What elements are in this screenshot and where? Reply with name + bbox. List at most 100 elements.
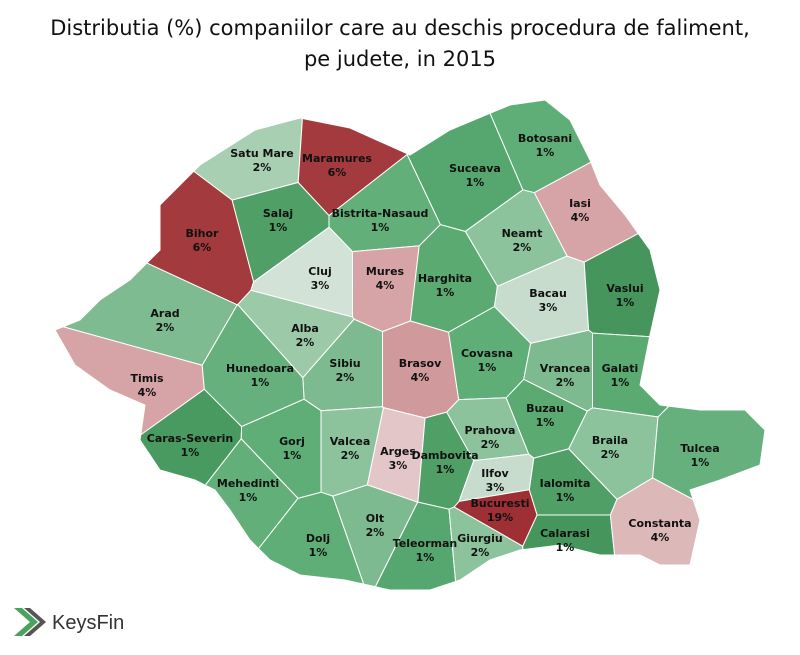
county-name: Gorj [279,435,305,448]
county-value: 2% [556,376,575,389]
logo-text: KeysFin [52,612,124,634]
county-name: Prahova [465,424,516,437]
county-name: Neamt [502,227,543,240]
county [652,405,766,501]
county [609,477,701,566]
county [592,332,670,418]
title-line: pe judete, in 2015 [304,47,496,71]
county-value: 2% [296,336,315,349]
county-value: 4% [571,211,590,224]
county-value: 1% [239,491,258,504]
county-name: Olt [366,512,384,525]
county [522,514,616,556]
county-value: 3% [486,481,505,494]
county-name: Arges [380,445,416,458]
county-value: 1% [611,376,630,389]
county-name: Covasna [461,347,513,360]
county-name: Ialomita [540,477,591,490]
county-value: 2% [513,241,532,254]
county-value: 1% [436,463,455,476]
regions [54,99,766,591]
county-value: 1% [371,221,390,234]
county-name: Hunedoara [226,362,294,375]
county-value: 19% [487,511,513,524]
county-name: Suceava [449,162,501,175]
county-name: Iasi [569,197,591,210]
county-value: 1% [436,286,455,299]
logo-icon [14,608,38,636]
county-value: 2% [471,546,490,559]
county [374,501,457,591]
county-name: Teleorman [393,537,457,550]
county-value: 4% [376,279,395,292]
county-name: Vaslui [606,282,643,295]
county-name: Bihor [186,227,220,240]
county-name: Timis [130,372,164,385]
county-value: 1% [616,296,635,309]
county-name: Botosani [518,132,572,145]
county-value: 2% [336,371,355,384]
county-name: Braila [592,434,628,447]
county-value: 3% [389,459,408,472]
labels: Satu Mare2%Maramures6%Botosani1%Suceava1… [130,132,719,564]
county-value: 6% [193,241,212,254]
county-value: 3% [539,301,558,314]
county [257,491,365,585]
county-value: 1% [536,146,555,159]
county-name: Salaj [263,207,293,220]
county-value: 1% [283,449,302,462]
county-value: 2% [481,438,500,451]
county-name: Maramures [302,152,372,165]
county-value: 1% [416,551,435,564]
county-name: Mures [366,265,405,278]
logo-icon [24,608,46,636]
county-name: Sibiu [329,357,360,370]
county-value: 1% [536,416,555,429]
county-name: Mehedinti [217,477,279,490]
county-name: Calarasi [540,527,590,540]
county-name: Satu Mare [230,147,294,160]
county-name: Buzau [526,402,564,415]
county-name: Bistrita-Nasaud [332,207,429,220]
county-name: Caras-Severin [147,432,234,445]
county-name: Tulcea [680,442,719,455]
county-value: 6% [328,166,347,179]
county-value: 1% [466,176,485,189]
county-value: 2% [366,526,385,539]
county-name: Bucuresti [470,497,529,510]
county-value: 1% [556,541,575,554]
county-name: Arad [150,307,179,320]
county-name: Galati [602,362,639,375]
county-value: 1% [269,221,288,234]
county-name: Vrancea [540,362,591,375]
logo: KeysFin [14,608,124,636]
county-name: Cluj [308,265,331,278]
county-value: 1% [309,546,328,559]
county-value: 2% [253,161,272,174]
county-name: Giurgiu [457,532,503,545]
county-value: 3% [311,279,330,292]
title-line: Distributia (%) companiilor care au desc… [50,16,750,40]
county-name: Dolj [306,532,330,545]
county-name: Alba [291,322,319,335]
county-value: 1% [691,456,710,469]
county-value: 2% [341,449,360,462]
county-value: 2% [601,448,620,461]
county-name: Ilfov [481,467,509,480]
county-name: Harghita [418,272,472,285]
county-value: 4% [138,386,157,399]
county-value: 1% [478,361,497,374]
county-value: 4% [651,531,670,544]
county-name: Bacau [529,287,567,300]
county-name: Brasov [399,357,442,370]
county-value: 4% [411,371,430,384]
county-name: Valcea [330,435,371,448]
county [448,506,524,583]
county-value: 1% [251,376,270,389]
county [204,438,299,550]
county-name: Dambovita [411,449,478,462]
county-value: 1% [556,491,575,504]
county-value: 2% [156,321,175,334]
county-value: 1% [181,446,200,459]
